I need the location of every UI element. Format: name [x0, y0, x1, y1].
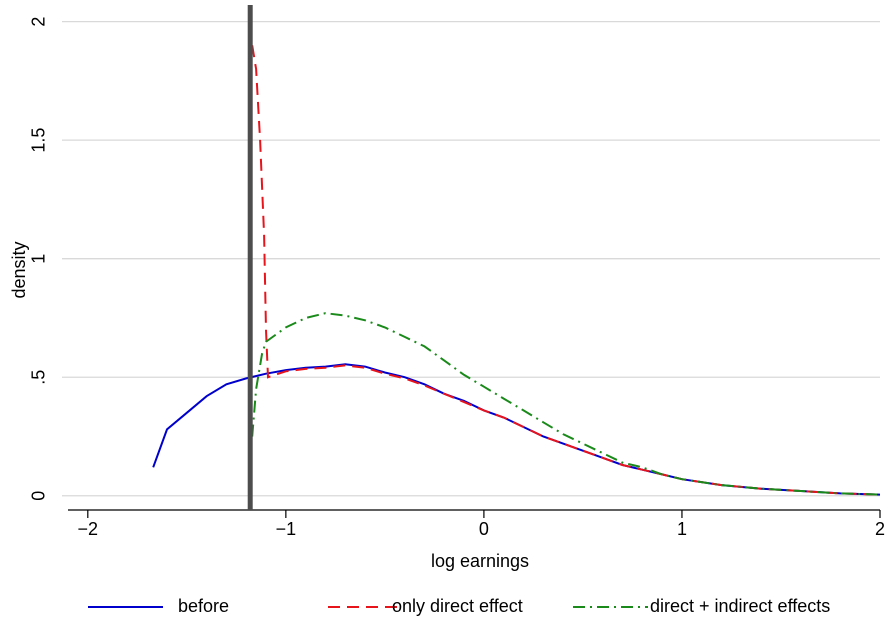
x-axis-label: log earnings: [431, 551, 529, 571]
series-line: [251, 312, 881, 496]
y-axis-label: density: [9, 241, 29, 298]
x-tick-label: 1: [677, 519, 687, 539]
x-tick-label: 0: [479, 519, 489, 539]
y-tick-label: 2: [29, 17, 49, 27]
legend-label: only direct effect: [392, 596, 523, 616]
legend-label: direct + indirect effects: [650, 596, 830, 616]
y-tick-label: 1.5: [29, 128, 49, 153]
series-line: [152, 363, 881, 496]
x-tick-label: −2: [78, 519, 99, 539]
y-tick-label: 0: [29, 491, 49, 501]
legend-label: before: [178, 596, 229, 616]
y-tick-label: .5: [29, 370, 49, 385]
x-tick-label: 2: [875, 519, 885, 539]
series-line: [251, 45, 881, 496]
y-tick-label: 1: [29, 254, 49, 264]
x-tick-label: −1: [276, 519, 297, 539]
